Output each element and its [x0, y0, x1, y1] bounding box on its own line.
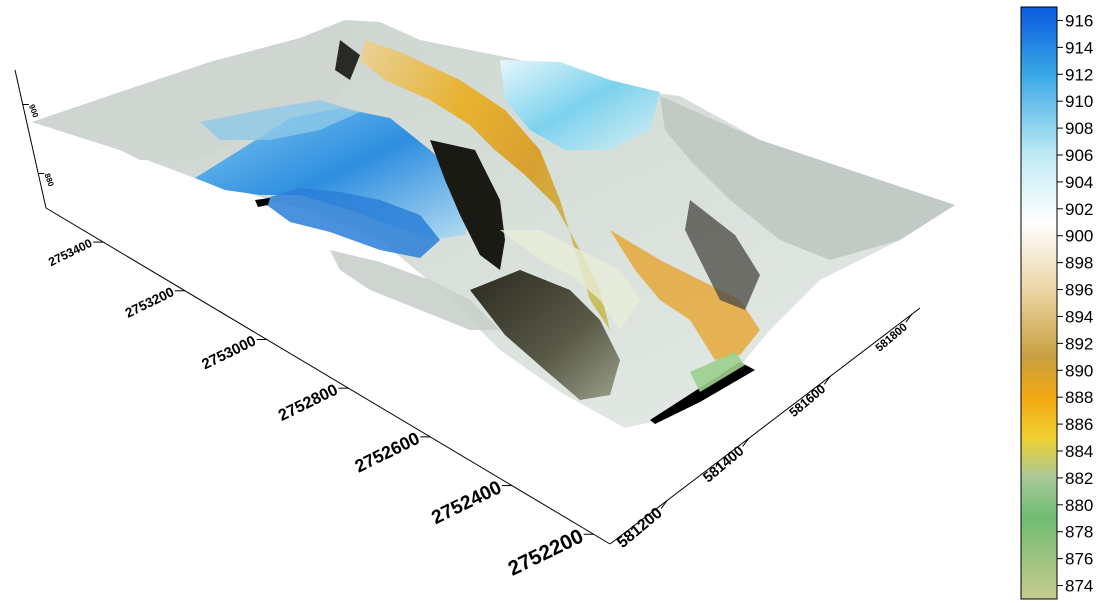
colorbar-tick-label: 890 — [1065, 361, 1093, 380]
y-axis-tick-label: 2753000 — [200, 333, 259, 373]
colorbar-tick-label: 900 — [1065, 227, 1093, 246]
colorbar-tick-label: 906 — [1065, 146, 1093, 165]
colorbar-tick-label: 898 — [1065, 254, 1093, 273]
terrain-surface — [32, 20, 955, 428]
x-axis-line — [609, 307, 921, 545]
surface-cyan-patch — [500, 60, 660, 150]
y-axis-tick-label: 2752600 — [352, 428, 423, 476]
x-axis-tick-label: 581400 — [700, 443, 747, 486]
colorbar-tick-label: 884 — [1065, 442, 1093, 461]
x-axis-tick — [823, 376, 831, 385]
surface-lower-valley — [470, 270, 620, 400]
colorbar-tick-label: 896 — [1065, 281, 1093, 300]
surface-central-gorge — [430, 140, 505, 270]
surface-lower-left-slope — [330, 250, 500, 330]
colorbar-tick-label: 880 — [1065, 496, 1093, 515]
colorbar-tick-label: 892 — [1065, 334, 1093, 353]
surface-mid-slope — [500, 230, 640, 330]
y-axis-tick-label: 2753400 — [46, 236, 94, 269]
x-axis-tick-label: 581600 — [786, 381, 828, 420]
colorbar-tick-label: 888 — [1065, 388, 1093, 407]
colorbar-tick-label: 912 — [1065, 65, 1093, 84]
y-axis-tick-label: 2752400 — [428, 477, 505, 529]
surface-green-edge — [690, 352, 745, 392]
axes — [14, 69, 921, 545]
surface-shadow-3 — [650, 362, 755, 424]
colorbar-tick-label: 874 — [1065, 577, 1093, 596]
colorbar-tick-label: 878 — [1065, 523, 1093, 542]
x-axis-tick-label: 581200 — [614, 504, 666, 551]
surface-gold-band-2 — [610, 230, 760, 360]
colorbar-tick-label: 916 — [1065, 11, 1093, 30]
colorbar-tick-label: 886 — [1065, 415, 1093, 434]
surface-right-hills — [660, 96, 955, 260]
z-axis-tick-label: 880 — [43, 172, 56, 188]
surface-shadow-1 — [335, 40, 360, 80]
x-axis-tick — [742, 438, 750, 447]
z-axis-line — [14, 69, 47, 209]
y-axis-tick-label: 2752800 — [276, 381, 341, 425]
colorbar-tick-label: 876 — [1065, 550, 1093, 569]
colorbar-tick-label: 908 — [1065, 119, 1093, 138]
surface-blue-ridge — [195, 108, 475, 240]
surface-blue-ridge-2 — [260, 188, 440, 258]
surface-blue-ridge-3 — [200, 100, 360, 140]
colorbar-tick-label: 882 — [1065, 469, 1093, 488]
x-axis-tick-label: 581800 — [874, 321, 910, 354]
colorbar-tick-label: 910 — [1065, 92, 1093, 111]
x-axis-tick — [905, 313, 913, 323]
surface-left-plateau — [32, 22, 360, 160]
surface-shadow-2 — [255, 198, 270, 207]
colorbar-ticks: 916 914 912 910 908 906 904 902 900 898 896 894 892 8… — [1057, 11, 1093, 596]
colorbar-tick-label: 902 — [1065, 200, 1093, 219]
y-axis-tick-label: 2752200 — [504, 525, 587, 581]
z-axis-tick-label: 900 — [27, 103, 40, 119]
surface-right-dark — [685, 200, 760, 310]
x-axis-tick — [660, 500, 668, 509]
colorbar: 916 914 912 910 908 906 904 902 900 898 896 894 892 8… — [1020, 6, 1093, 600]
colorbar-tick-label: 914 — [1065, 38, 1093, 57]
colorbar-tick-label: 894 — [1065, 307, 1093, 326]
surface-gold-band — [360, 40, 610, 330]
colorbar-rect — [1020, 6, 1058, 600]
colorbar-tick-label: 904 — [1065, 173, 1093, 192]
y-axis-tick-label: 2753200 — [123, 284, 177, 320]
y-axis-line — [45, 207, 611, 545]
